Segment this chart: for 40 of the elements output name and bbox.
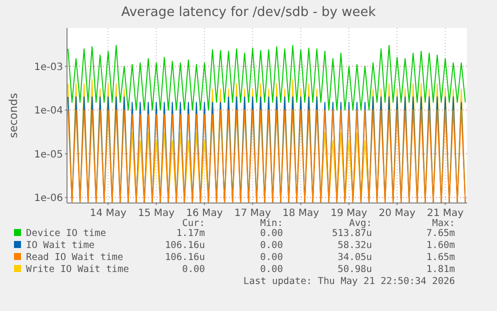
y-tick-label: 1e-03: [34, 62, 63, 73]
text: Last update: Thu May 21 22:50:34 2026: [243, 276, 456, 287]
text: 106.16u: [164, 240, 205, 251]
legend-label: Write IO Wait time: [26, 264, 130, 275]
text: 0.00: [260, 264, 284, 275]
x-tick-label: 14 May: [90, 208, 127, 219]
text: 0.00: [260, 228, 284, 239]
x-tick-label: 16 May: [186, 208, 223, 219]
x-tick-label: 18 May: [282, 208, 320, 219]
text: 0.00: [182, 264, 206, 275]
y-axis-title: seconds: [7, 92, 20, 138]
legend-label: Device IO time: [26, 228, 106, 239]
y-tick-label: 1e-04: [34, 106, 63, 117]
text: 0.00: [260, 252, 284, 263]
text: 1.81m: [426, 264, 456, 275]
text: 1.65m: [426, 252, 456, 263]
text: Min:: [260, 218, 283, 229]
x-tick-label: 20 May: [378, 208, 416, 219]
text: 50.98u: [338, 264, 372, 275]
chart-title: Average latency for /dev/sdb - by week: [121, 5, 376, 20]
text: 106.16u: [164, 252, 205, 263]
text: 1.60m: [426, 240, 456, 251]
text: 34.05u: [338, 252, 372, 263]
legend-label: IO Wait time: [26, 240, 95, 251]
text: 0.00: [260, 240, 284, 251]
x-tick-label: 17 May: [234, 208, 271, 219]
x-tick-label: 19 May: [330, 208, 368, 219]
text: Avg:: [349, 218, 372, 229]
x-tick-label: 21 May: [426, 208, 464, 219]
line-series: [68, 44, 466, 111]
text: 1.17m: [176, 228, 206, 239]
text: Cur:: [182, 218, 205, 229]
text: 7.65m: [426, 228, 456, 239]
text: Max:: [432, 218, 455, 229]
legend-label: Read IO Wait time: [26, 252, 124, 263]
y-tick-label: 1e-05: [34, 149, 63, 160]
text: 58.32u: [338, 240, 372, 251]
y-tick-label: 1e-06: [34, 193, 63, 204]
text: 513.87u: [332, 228, 372, 239]
x-tick-label: 15 May: [138, 208, 175, 219]
